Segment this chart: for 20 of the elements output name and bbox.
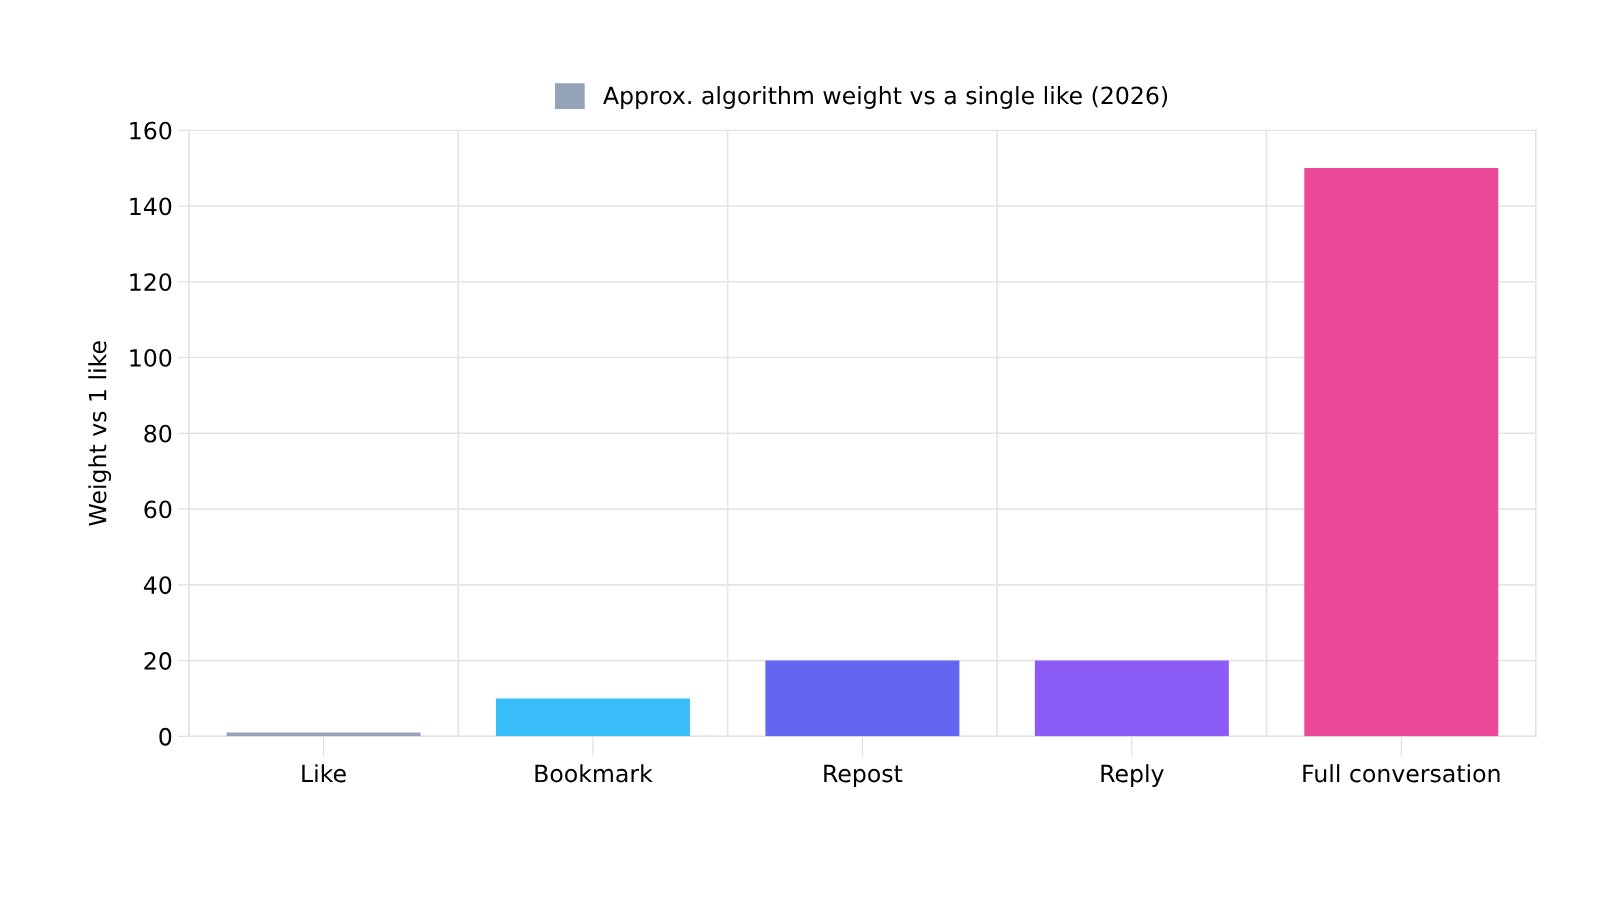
bar — [765, 660, 960, 737]
x-tick-label: Bookmark — [535, 764, 653, 783]
y-tick-label: 160 — [130, 121, 172, 140]
y-tick-label: 60 — [144, 500, 172, 519]
x-tick-label: Like — [302, 764, 346, 783]
y-tick-label: 100 — [130, 348, 172, 367]
y-axis-title: Weight vs 1 like — [88, 341, 112, 526]
y-tick-label: 120 — [130, 273, 172, 292]
x-tick-label: Repost — [824, 764, 903, 787]
x-tick-label: Full conversation — [1303, 764, 1500, 783]
bar — [495, 698, 690, 737]
y-tick-label: 20 — [144, 652, 172, 670]
y-tick-label: 140 — [130, 197, 172, 216]
y-tick-label: 40 — [143, 576, 172, 595]
legend-label: Approx. algorithm weight vs a single like (2026) — [603, 86, 1168, 109]
x-tick-label: Reply — [1101, 764, 1164, 787]
y-tick-label: 0 — [159, 727, 172, 746]
bar — [1034, 660, 1229, 737]
y-tick-label: 80 — [144, 424, 172, 443]
bar — [1304, 168, 1499, 737]
